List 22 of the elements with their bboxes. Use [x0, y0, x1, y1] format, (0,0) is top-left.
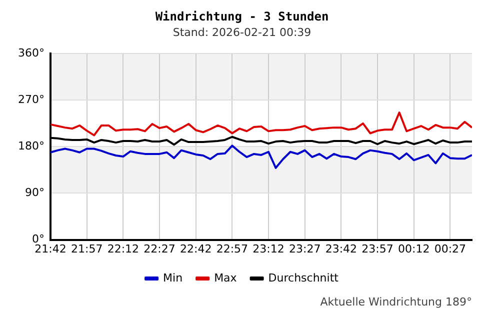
y-tick-label: 180°	[18, 140, 44, 153]
x-tick-label: 23:12	[252, 242, 284, 256]
x-tick-label: 22:27	[144, 242, 176, 256]
x-tick-label: 22:57	[216, 242, 248, 256]
x-tick-label: 22:12	[107, 242, 140, 256]
chart-title: Windrichtung - 3 Stunden	[155, 9, 329, 24]
x-tick-label: 23:57	[362, 242, 394, 256]
x-tick-label: 21:57	[70, 242, 103, 256]
legend-label: Max	[214, 271, 238, 284]
y-tick-label: 270°	[18, 93, 44, 106]
text: Aktuelle Windrichtung 189°	[320, 295, 472, 308]
legend-label: Durchschnitt	[268, 271, 340, 284]
x-tick-label: 22:42	[180, 242, 212, 256]
x-tick-label: 23:27	[289, 242, 321, 256]
x-tick-label: 00:27	[434, 242, 466, 256]
y-tick-label: 90°	[24, 186, 44, 200]
x-tick-label: 00:12	[398, 242, 430, 256]
x-tick-label: 21:42	[34, 242, 66, 256]
chart-subtitle: Stand: 2026-02-21 00:39	[172, 26, 312, 39]
x-tick-label: 23:42	[325, 242, 358, 256]
y-tick-label: 360°	[18, 46, 44, 60]
legend-label: Min	[163, 271, 183, 284]
